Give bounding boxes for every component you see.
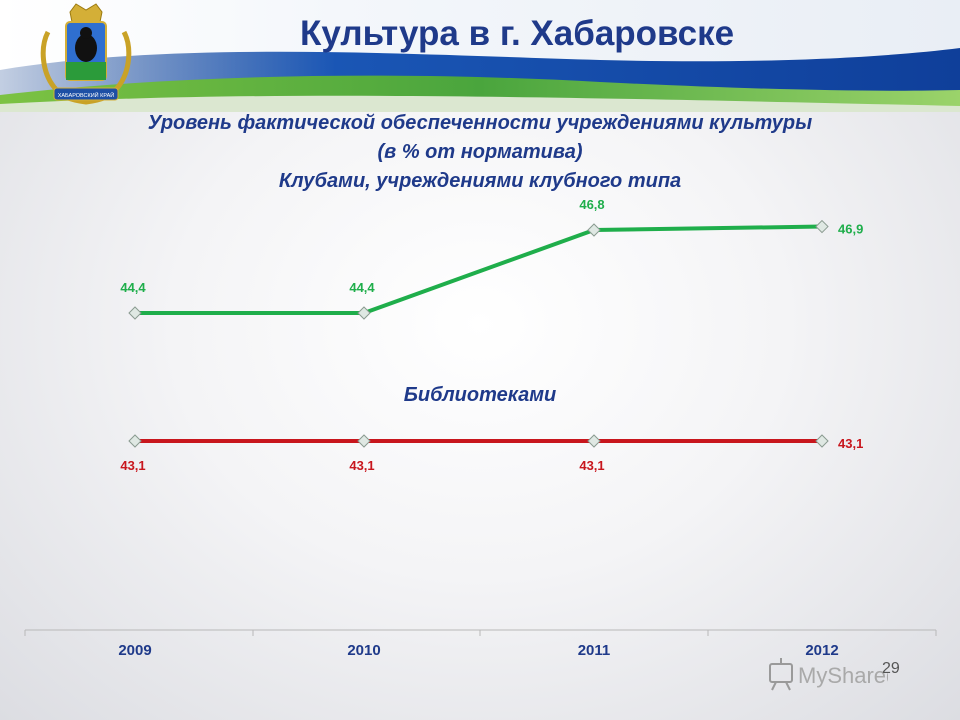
chart-subtitle-2: (в % от норматива) [377,141,583,163]
data-label-0-1: 44,4 [349,280,375,295]
data-label-0-0: 44,4 [120,280,146,295]
data-point-1-0 [128,434,142,448]
x-tick-label-2010: 2010 [347,642,380,659]
data-label-1-3: 43,1 [838,436,863,451]
header-banner [0,0,960,112]
data-point-0-1 [357,306,371,320]
presentation-icon [769,663,793,683]
watermark-text: MyShared [798,663,888,688]
chart-subtitle-1: Уровень фактической обеспеченности учреж… [147,112,813,134]
data-point-1-2 [587,434,601,448]
data-point-0-0 [128,306,142,320]
slide-title: Культура в г. Хабаровске [300,14,735,53]
chart-subtitle-3: Клубами, учреждениями клубного типа [278,170,682,192]
library-series-heading: Библиотеками [403,384,557,406]
x-tick-label-2011: 2011 [578,642,611,659]
x-tick-label-2012: 2012 [805,642,838,659]
data-label-1-1: 43,1 [349,458,374,473]
data-label-0-3: 46,9 [838,222,863,237]
data-label-1-2: 43,1 [579,458,604,473]
x-tick-label-2009: 2009 [118,642,151,659]
data-point-0-2 [587,223,601,237]
watermark: MyShared [768,656,898,697]
series-line-0 [135,224,823,315]
data-label-1-0: 43,1 [120,458,145,473]
data-point-0-3 [815,219,829,234]
data-point-1-1 [357,434,371,448]
crest-caption: ХАБАРОВСКИЙ КРАЙ [58,91,115,99]
data-point-1-3 [815,434,829,448]
data-label-0-2: 46,8 [579,197,604,212]
coat-of-arms-icon: ХАБАРОВСКИЙ КРАЙ [40,3,132,105]
slide-number: 29 [882,660,900,677]
